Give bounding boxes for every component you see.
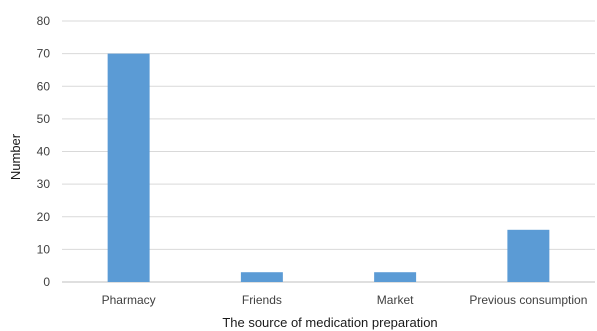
y-tick-label: 70 <box>37 47 51 61</box>
x-tick-label: Pharmacy <box>102 293 156 307</box>
bars <box>107 53 550 282</box>
bar-friends <box>240 272 283 282</box>
y-tick-label: 20 <box>37 210 51 224</box>
x-tick-label: Friends <box>242 293 282 307</box>
y-tick-label: 60 <box>37 79 51 93</box>
bar-pharmacy <box>107 53 150 282</box>
bar-market <box>374 272 417 282</box>
x-tick-label: Previous consumption <box>469 293 587 307</box>
x-tick-label: Market <box>377 293 414 307</box>
y-tick-label: 10 <box>37 242 51 256</box>
x-axis-title: The source of medication preparation <box>222 315 437 330</box>
gridlines <box>62 20 595 283</box>
y-tick-labels: 0 10 20 30 40 50 60 70 80 <box>37 14 51 289</box>
y-tick-label: 30 <box>37 177 51 191</box>
x-tick-labels: Pharmacy Friends Market Previous consumptio… <box>102 293 588 307</box>
y-tick-label: 80 <box>37 14 51 28</box>
y-tick-label: 50 <box>37 112 51 126</box>
bar-previous-consumption <box>507 229 550 282</box>
y-tick-label: 0 <box>43 275 50 289</box>
y-axis-title: Number <box>8 133 23 180</box>
y-tick-label: 40 <box>37 145 51 159</box>
